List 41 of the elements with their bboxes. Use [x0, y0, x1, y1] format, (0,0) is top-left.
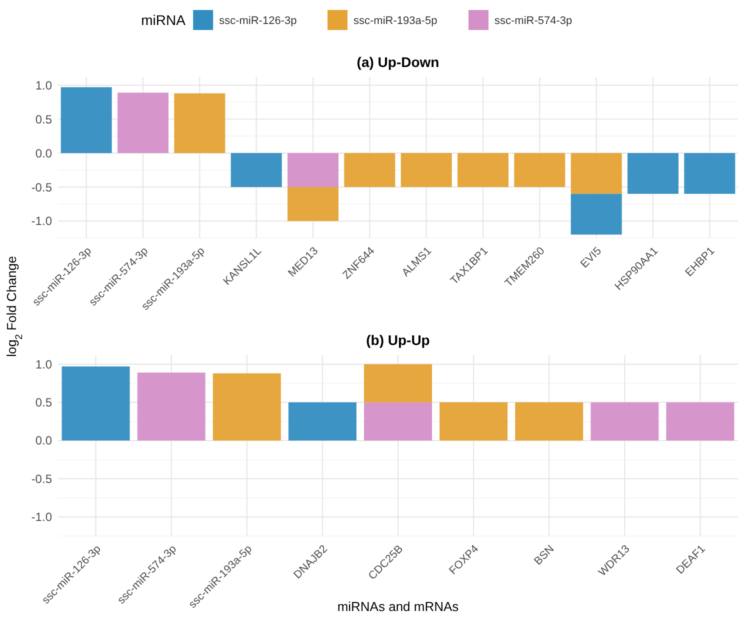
bar — [666, 402, 734, 441]
legend-title: miRNA — [141, 12, 186, 28]
bar — [60, 87, 112, 154]
bar — [288, 187, 338, 222]
y-tick-label: -0.5 — [31, 472, 52, 486]
chart-title: (a) Up-Down — [356, 54, 440, 70]
bar — [137, 372, 206, 441]
chart-title: (b) Up-Up — [366, 332, 430, 348]
legend-label: ssc-miR-126-3p — [219, 14, 297, 27]
y-tick-label: 1.0 — [35, 357, 52, 372]
bar — [212, 373, 281, 441]
legend-label: ssc-miR-574-3p — [494, 14, 572, 27]
y-tick-label: -0.5 — [31, 180, 52, 194]
bar — [230, 153, 282, 188]
y-tick-label: 0.0 — [35, 146, 52, 160]
bar — [400, 153, 452, 188]
bar — [515, 402, 584, 441]
bar — [684, 153, 736, 194]
bar — [174, 93, 226, 154]
bar — [118, 92, 168, 154]
bar — [514, 153, 566, 188]
bar — [590, 402, 659, 441]
bar — [458, 153, 508, 188]
bar — [364, 364, 432, 402]
bar — [62, 366, 130, 441]
bar — [344, 153, 396, 188]
bar — [628, 153, 678, 194]
y-tick-label: -1.0 — [31, 510, 52, 524]
y-tick-label: 0.5 — [35, 396, 52, 410]
y-tick-label: 0.0 — [35, 434, 52, 448]
bar — [570, 194, 622, 235]
bar — [440, 402, 508, 441]
bar — [364, 402, 432, 441]
y-tick-label: -1.0 — [31, 214, 52, 228]
bar — [288, 402, 356, 441]
bar — [288, 153, 338, 188]
x-axis-title: miRNAs and mRNAs — [337, 599, 460, 614]
y-tick-label: 1.0 — [35, 78, 52, 92]
bar — [570, 153, 622, 194]
legend-label: ssc-miR-193a-5p — [354, 14, 438, 27]
y-tick-label: 0.5 — [35, 112, 52, 126]
